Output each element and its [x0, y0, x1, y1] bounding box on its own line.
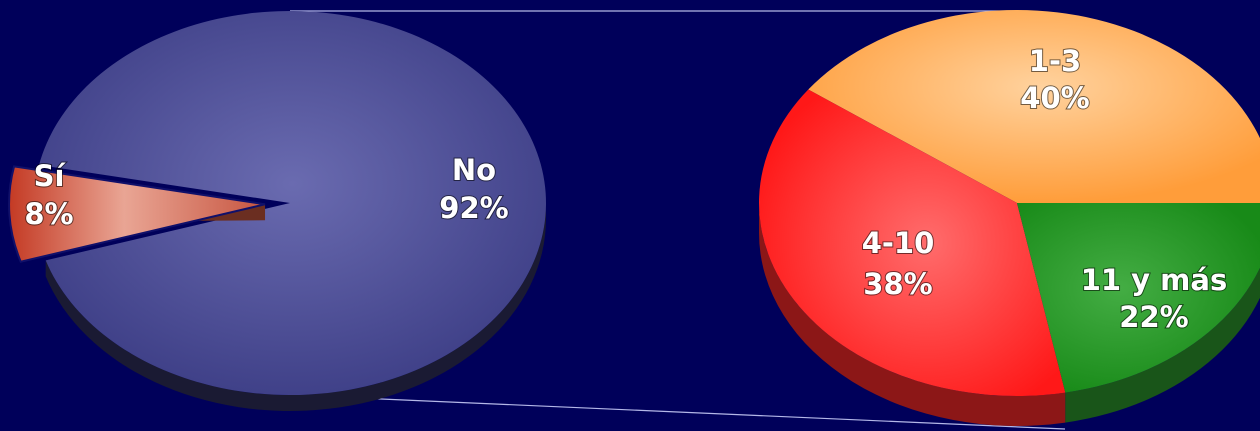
slice-pct-si: 8%: [24, 197, 73, 231]
connector-line-bottom: [289, 394, 1066, 430]
pie-slice-no: [39, 11, 546, 396]
slice-label-no: No: [452, 153, 496, 187]
slice-pct-4-10: 38%: [863, 267, 932, 301]
secondary-pie: [759, 10, 1260, 426]
slice-pct-1-3: 40%: [1020, 81, 1089, 115]
slice-label-si: Sí: [34, 159, 67, 193]
slice-label-11-y-mas: 11 y más: [1081, 263, 1228, 297]
slice-label-1-3: 1-3: [1029, 44, 1081, 78]
pie-slice-1-3: [808, 10, 1260, 203]
main-pie: [8, 11, 547, 412]
slice-pct-no: 92%: [439, 191, 508, 225]
pie-slice-11-y-mas: [1017, 203, 1260, 393]
pie-slice-4-10: [759, 89, 1066, 396]
pie-slice-11-y-mas-side: [1065, 267, 1260, 423]
slice-pct-11-y-mas: 22%: [1119, 300, 1188, 334]
pie-slice-4-10-side: [759, 203, 1066, 426]
pie-slice-si: [8, 165, 266, 263]
slice-label-4-10: 4-10: [862, 226, 935, 260]
